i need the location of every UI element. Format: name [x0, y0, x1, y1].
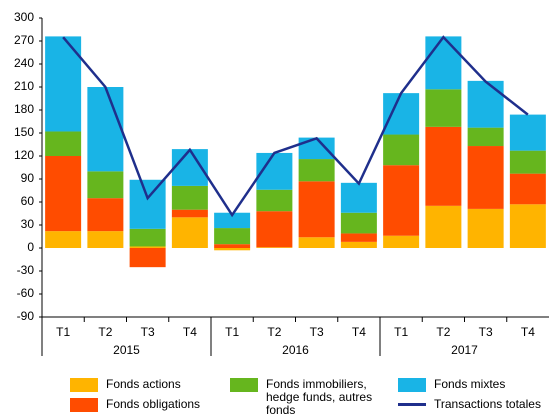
y-tick-label: 270 — [14, 33, 34, 47]
bar-segment — [467, 127, 504, 147]
y-tick-label: 30 — [21, 217, 35, 231]
year-label: 2016 — [282, 343, 309, 357]
bar-segment — [467, 146, 504, 209]
bar-segment — [509, 150, 546, 174]
bar-segment — [87, 87, 124, 172]
bar-segment — [509, 204, 546, 248]
bar-segment — [425, 205, 462, 248]
x-tick-label: T2 — [436, 325, 450, 339]
bar-segment — [383, 134, 420, 166]
bar-segment — [87, 171, 124, 199]
y-tick-label: 210 — [14, 79, 34, 93]
bar-segment — [214, 248, 251, 251]
bar-segment — [87, 231, 124, 248]
bar-segment — [340, 212, 377, 234]
y-tick-label: 300 — [14, 10, 34, 24]
bar-segment — [383, 93, 420, 135]
y-tick-label: 0 — [27, 240, 34, 254]
bar-segment — [340, 241, 377, 248]
y-tick-label: 60 — [21, 194, 35, 208]
bar-segment — [129, 246, 166, 248]
bar-segment — [256, 211, 293, 248]
year-label: 2015 — [113, 343, 140, 357]
bar-segment — [129, 228, 166, 247]
bar-segment — [509, 173, 546, 205]
bar-segment — [298, 137, 335, 160]
bar-segment — [298, 159, 335, 182]
bar-segment — [298, 237, 335, 248]
bar-segment — [340, 233, 377, 242]
y-tick-label: -60 — [17, 286, 35, 300]
y-tick-label: 240 — [14, 56, 34, 70]
x-tick-label: T4 — [183, 325, 197, 339]
y-tick-label: 180 — [14, 102, 34, 116]
bar-segment — [467, 208, 504, 248]
bar-segment — [171, 185, 208, 210]
y-tick-label: 90 — [21, 171, 35, 185]
y-tick-label: 150 — [14, 125, 34, 139]
bar-segment — [87, 198, 124, 232]
bar-segment — [256, 189, 293, 212]
y-tick-label: -90 — [17, 309, 35, 323]
bar-segment — [129, 179, 166, 229]
bar-segment — [340, 182, 377, 213]
bar-segment — [171, 209, 208, 218]
line — [62, 35, 529, 218]
y-tick-label: 120 — [14, 148, 34, 162]
bar-segment — [298, 181, 335, 238]
year-label: 2017 — [451, 343, 478, 357]
bar-segment — [171, 217, 208, 248]
bar-segment — [425, 89, 462, 127]
bar-segment — [45, 231, 82, 248]
bar-segment — [383, 235, 420, 248]
bar-segment — [45, 156, 82, 232]
x-tick-label: T1 — [56, 325, 70, 339]
x-tick-label: T3 — [141, 325, 155, 339]
x-tick-label: T1 — [225, 325, 239, 339]
y-tick-label: -30 — [17, 263, 35, 277]
bar-segment — [214, 228, 251, 245]
x-tick-label: T4 — [352, 325, 366, 339]
bar-segment — [425, 126, 462, 206]
bar-segment — [256, 247, 293, 248]
x-tick-label: T3 — [310, 325, 324, 339]
bar-segment — [383, 165, 420, 236]
x-tick-label: T1 — [394, 325, 408, 339]
x-tick-label: T2 — [98, 325, 112, 339]
bar-segment — [214, 212, 251, 229]
bar-segment — [425, 36, 462, 90]
x-tick-label: T3 — [479, 325, 493, 339]
bar-segment — [509, 114, 546, 151]
x-tick-label: T2 — [267, 325, 281, 339]
bar-segment — [214, 244, 251, 248]
bar-segment — [45, 131, 82, 156]
bar-segment — [467, 80, 504, 128]
x-tick-label: T4 — [521, 325, 535, 339]
bar-segment — [129, 248, 166, 268]
